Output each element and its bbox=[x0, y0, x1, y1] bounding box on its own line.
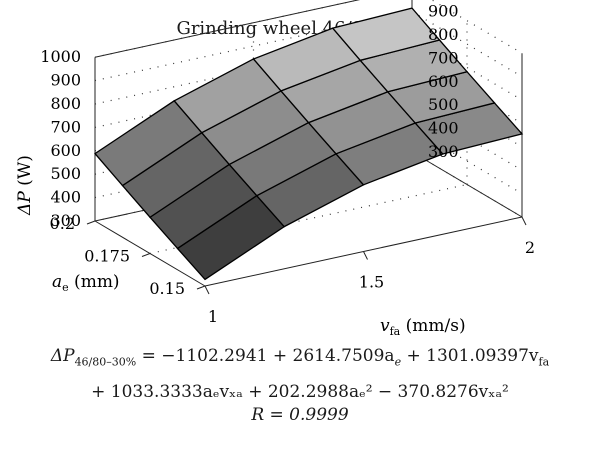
regression-equation-line-2: + 1033.3333aₑvₓₐ + 202.2988aₑ² − 370.827… bbox=[91, 382, 509, 402]
axis-labels: ΔP (W) ae (mm) vfa (mm/s) bbox=[15, 155, 466, 338]
z-tick-right-800: 800 bbox=[428, 25, 459, 44]
y-tick-mark-0.15 bbox=[196, 285, 206, 290]
x-tick-mark-1.5 bbox=[363, 251, 368, 260]
z-axis-label: ΔP (W) bbox=[15, 155, 35, 216]
z-tick-right-900: 900 bbox=[428, 2, 459, 21]
regression-equation-line-1: ΔP46/80–30% = −1102.2941 + 2614.7509ae +… bbox=[50, 346, 550, 369]
x-tick-mark-1 bbox=[204, 285, 210, 295]
x-axis-label: vfa (mm/s) bbox=[380, 316, 466, 338]
surface-cell bbox=[331, 7, 441, 62]
z-tick-left-1000: 1000 bbox=[40, 47, 81, 66]
y-tick-mark-0.175 bbox=[141, 253, 151, 257]
surface-mesh bbox=[94, 7, 524, 281]
z-tick-left-300: 300 bbox=[50, 211, 81, 230]
x-tick-mark-2 bbox=[521, 216, 527, 226]
correlation-coefficient: R = 0.9999 bbox=[251, 405, 349, 425]
y-tick-0.2: 0.2 bbox=[50, 214, 75, 233]
y-tick-0.15: 0.15 bbox=[149, 279, 185, 298]
axis-ticks: 300 400 500 600 700 800 900 1000 300 400 500 600 700… bbox=[40, 2, 535, 326]
z-tick-left-400: 400 bbox=[50, 188, 81, 207]
x-tick-2: 2 bbox=[525, 238, 535, 257]
box-edge-back-top bbox=[94, 0, 361, 58]
z-tick-right-300: 300 bbox=[428, 142, 459, 161]
y-tick-mark-0.2 bbox=[86, 220, 96, 225]
grid-lines bbox=[94, 0, 523, 255]
y-axis-label: ae (mm) bbox=[52, 272, 120, 294]
z-tick-right-600: 600 bbox=[428, 72, 459, 91]
y-tick-0.175: 0.175 bbox=[84, 247, 130, 266]
z-tick-left-500: 500 bbox=[50, 164, 81, 183]
z-tick-right-400: 400 bbox=[428, 119, 459, 138]
z-tick-left-800: 800 bbox=[50, 94, 81, 113]
z-tick-right-700: 700 bbox=[428, 48, 459, 67]
z-tick-right-500: 500 bbox=[428, 95, 459, 114]
x-tick-1.5: 1.5 bbox=[359, 273, 384, 292]
x-tick-1: 1 bbox=[208, 307, 218, 326]
z-tick-left-600: 600 bbox=[50, 141, 81, 160]
z-tick-left-700: 700 bbox=[50, 117, 81, 136]
z-tick-left-900: 900 bbox=[50, 71, 81, 90]
